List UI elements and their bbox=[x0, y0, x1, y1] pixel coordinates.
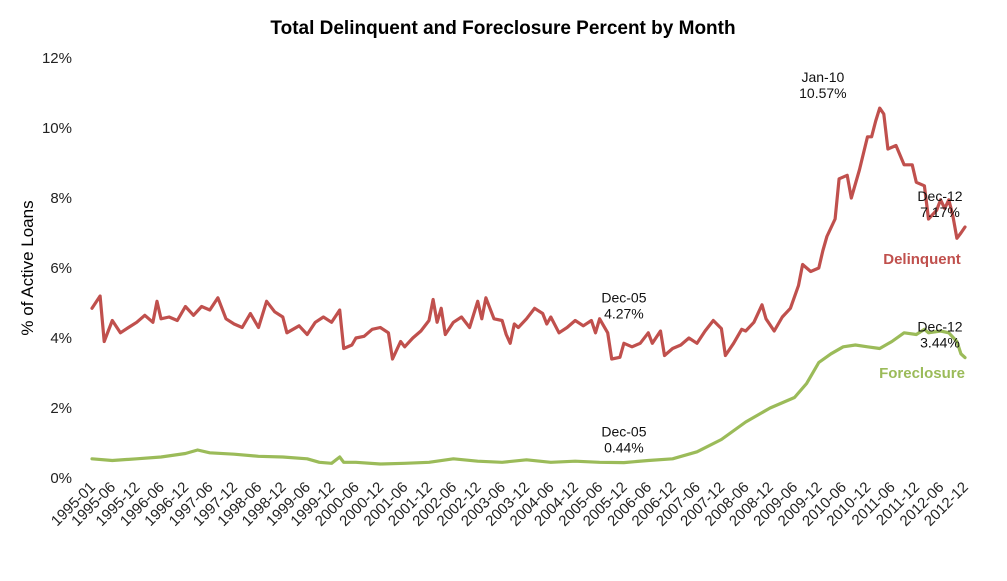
annotation-value: 4.27% bbox=[604, 306, 644, 322]
series-line-delinquent bbox=[90, 106, 967, 361]
annotation: Dec-127.17% bbox=[917, 188, 962, 220]
y-axis-ticks: 0% 2% 4% 6% 8% 10% 12% bbox=[42, 50, 72, 487]
y-tick-label: 4% bbox=[50, 330, 72, 347]
y-tick-label: 0% bbox=[50, 470, 72, 487]
y-axis-label: % of Active Loans bbox=[18, 200, 37, 335]
annotation-value: 0.44% bbox=[604, 440, 644, 456]
chart-title: Total Delinquent and Foreclosure Percent… bbox=[270, 18, 735, 39]
annotation-value: 7.17% bbox=[920, 204, 960, 220]
series-labels: Delinquent Foreclosure bbox=[879, 251, 965, 382]
x-axis-ticks: 1995-011995-061995-121996-061996-121997-… bbox=[48, 479, 972, 530]
y-tick-label: 6% bbox=[50, 260, 72, 277]
annotation-value: 10.57% bbox=[799, 85, 846, 101]
annotation-date: Dec-12 bbox=[917, 188, 962, 204]
y-tick-label: 10% bbox=[42, 120, 72, 137]
series-label-foreclosure: Foreclosure bbox=[879, 365, 965, 382]
annotation-date: Dec-05 bbox=[601, 424, 646, 440]
series-label-delinquent: Delinquent bbox=[883, 251, 961, 268]
y-tick-label: 8% bbox=[50, 190, 72, 207]
series-group bbox=[90, 106, 967, 466]
series-line-foreclosure bbox=[90, 327, 967, 466]
annotation-value: 3.44% bbox=[920, 335, 960, 351]
annotation: Dec-050.44% bbox=[601, 424, 646, 456]
annotation: Dec-054.27% bbox=[601, 290, 646, 322]
annotation: Dec-123.44% bbox=[917, 319, 962, 351]
annotation-date: Dec-05 bbox=[601, 290, 646, 306]
y-tick-label: 2% bbox=[50, 400, 72, 417]
y-tick-label: 12% bbox=[42, 50, 72, 67]
annotation-date: Dec-12 bbox=[917, 319, 962, 335]
annotation-date: Jan-10 bbox=[801, 69, 844, 85]
annotations: Jan-1010.57%Dec-054.27%Dec-127.17%Dec-05… bbox=[601, 69, 962, 456]
